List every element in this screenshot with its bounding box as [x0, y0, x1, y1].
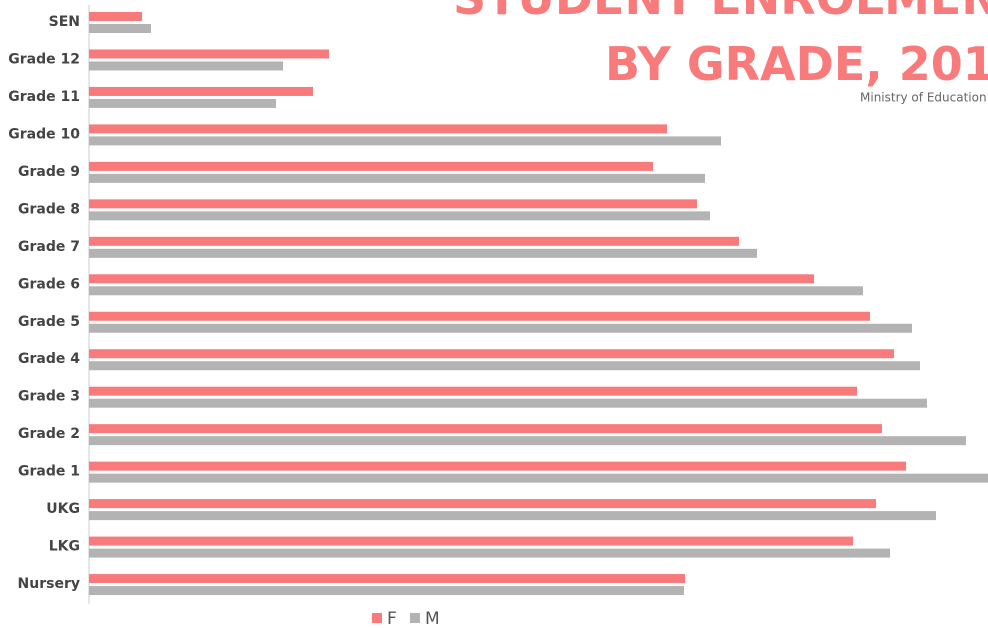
- y-tick-label: Grade 10: [8, 126, 80, 142]
- y-tick-label: UKG: [46, 501, 80, 517]
- bar: [89, 286, 863, 296]
- bar: [89, 361, 920, 371]
- bar: [89, 274, 814, 284]
- y-tick-label: Grade 3: [18, 389, 80, 405]
- bar: [89, 311, 870, 321]
- legend-swatch: [410, 613, 420, 623]
- y-tick-label: LKG: [49, 539, 80, 555]
- bar: [89, 386, 857, 396]
- y-tick-label: Grade 2: [18, 426, 80, 442]
- y-tick-label: Grade 12: [8, 51, 80, 67]
- bar: [89, 211, 710, 221]
- bar: [89, 461, 906, 471]
- y-tick-label: Grade 6: [18, 276, 80, 292]
- bar: [89, 536, 853, 546]
- bar: [89, 136, 721, 146]
- y-tick-label: Nursery: [18, 576, 80, 592]
- legend-label: F: [387, 609, 397, 628]
- bar: [89, 236, 739, 246]
- bar: [89, 436, 966, 446]
- bar: [89, 61, 283, 71]
- bar: [89, 586, 684, 596]
- bar: [89, 12, 142, 21]
- bar: [89, 199, 697, 209]
- subtitle: Ministry of Education: [860, 91, 987, 105]
- y-tick-label: Grade 11: [8, 89, 80, 105]
- bar: [89, 248, 757, 258]
- y-tick-label: Grade 8: [18, 201, 80, 217]
- y-tick-label: Grade 4: [18, 351, 80, 367]
- bar: [89, 349, 894, 359]
- y-tick-label: Grade 9: [18, 164, 80, 180]
- bar: [89, 424, 882, 434]
- bar: [89, 548, 890, 558]
- y-tick-label: Grade 1: [18, 464, 80, 480]
- bar: [89, 398, 927, 408]
- bar: [89, 124, 667, 134]
- legend-swatch: [372, 613, 382, 623]
- chart-title: STUDENT ENROLMENT: [453, 0, 988, 25]
- bar: [89, 511, 936, 521]
- y-tick-label: Grade 7: [18, 239, 80, 255]
- bar: [89, 574, 685, 584]
- bar: [89, 24, 151, 33]
- bar: [89, 161, 653, 171]
- bar: [89, 98, 276, 108]
- bar: [89, 499, 876, 509]
- bar: [89, 473, 988, 483]
- bar: [89, 323, 912, 333]
- y-tick-label: SEN: [49, 14, 80, 30]
- bar: [89, 86, 313, 96]
- bar: [89, 173, 705, 183]
- y-tick-label: Grade 5: [18, 314, 80, 330]
- bar: [89, 49, 329, 59]
- chart-title: BY GRADE, 2019: [605, 37, 988, 91]
- legend-label: M: [425, 609, 440, 628]
